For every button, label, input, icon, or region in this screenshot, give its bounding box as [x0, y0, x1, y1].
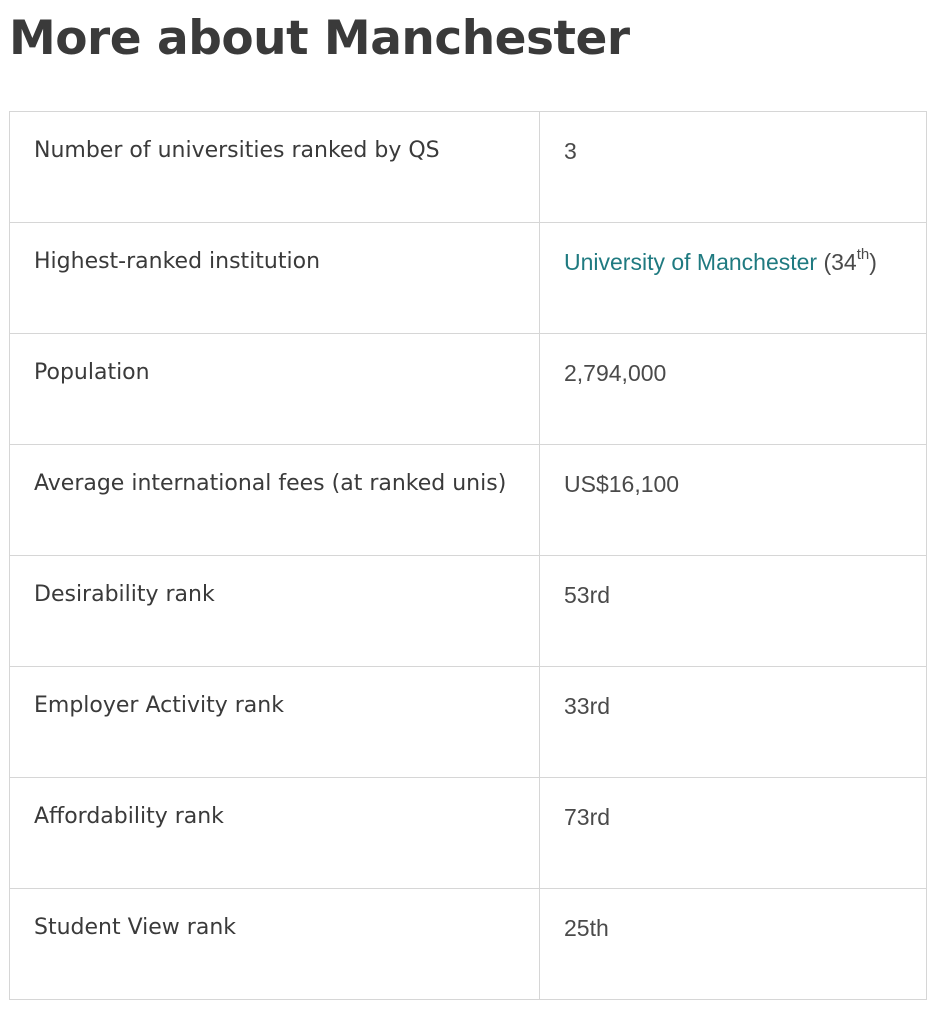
table-row-fees: Average international fees (at ranked un…: [9, 444, 927, 556]
row-value: 25th: [539, 888, 927, 1000]
table-row-universities-count: Number of universities ranked by QS 3: [9, 111, 927, 223]
row-label: Number of universities ranked by QS: [9, 111, 540, 223]
row-value: 53rd: [539, 555, 927, 667]
row-value: US$16,100: [539, 444, 927, 556]
table-row-student-view: Student View rank 25th: [9, 888, 927, 1000]
row-label: Affordability rank: [9, 777, 540, 889]
university-of-manchester-link[interactable]: University of Manchester: [564, 249, 818, 275]
row-label: Average international fees (at ranked un…: [9, 444, 540, 556]
row-value: 73rd: [539, 777, 927, 889]
row-value: 33rd: [539, 666, 927, 778]
row-label: Employer Activity rank: [9, 666, 540, 778]
table-row-employer-activity: Employer Activity rank 33rd: [9, 666, 927, 778]
row-value: University of Manchester (34th): [539, 222, 927, 334]
info-table: Number of universities ranked by QS 3 Hi…: [9, 111, 927, 1000]
row-value: 2,794,000: [539, 333, 927, 445]
table-row-highest-ranked: Highest-ranked institution University of…: [9, 222, 927, 334]
table-row-affordability: Affordability rank 73rd: [9, 777, 927, 889]
rank-prefix: (34: [817, 249, 857, 275]
table-row-desirability: Desirability rank 53rd: [9, 555, 927, 667]
row-label: Highest-ranked institution: [9, 222, 540, 334]
row-label: Student View rank: [9, 888, 540, 1000]
row-value: 3: [539, 111, 927, 223]
row-label: Population: [9, 333, 540, 445]
rank-close: ): [869, 249, 877, 275]
table-row-population: Population 2,794,000: [9, 333, 927, 445]
rank-ordinal: th: [856, 246, 870, 264]
page-title: More about Manchester: [9, 11, 630, 66]
row-label: Desirability rank: [9, 555, 540, 667]
